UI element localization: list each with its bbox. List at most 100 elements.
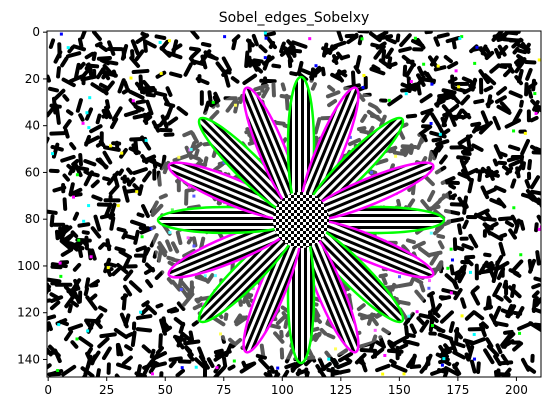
texture [476, 361, 481, 374]
texture [432, 224, 444, 236]
texture [510, 259, 524, 273]
texture [105, 238, 112, 252]
texture [477, 171, 483, 182]
texture [470, 290, 481, 306]
texture [531, 283, 541, 290]
texture [404, 325, 409, 337]
texture [155, 303, 164, 309]
texture [60, 224, 67, 234]
texture [337, 69, 348, 78]
texture [359, 348, 377, 353]
texture [535, 250, 541, 266]
texture [355, 55, 362, 69]
texture [47, 74, 51, 83]
texture [77, 238, 81, 242]
texture [135, 33, 150, 44]
texture [529, 115, 539, 123]
texture [378, 335, 386, 349]
axes-frame [46, 30, 542, 378]
texture [441, 104, 451, 115]
texture [108, 262, 118, 268]
texture [427, 189, 436, 203]
texture [101, 346, 112, 361]
texture [119, 147, 128, 159]
texture [387, 148, 397, 154]
texture [200, 41, 212, 48]
texture [180, 366, 184, 370]
texture [308, 37, 312, 41]
texture [531, 78, 537, 92]
texture [139, 310, 143, 314]
texture [537, 227, 541, 231]
texture [402, 64, 408, 77]
texture [141, 79, 151, 90]
texture [431, 324, 445, 334]
texture [430, 82, 434, 86]
texture [390, 282, 397, 292]
texture [158, 193, 168, 200]
texture [436, 144, 444, 153]
texture [123, 313, 131, 327]
texture [527, 88, 534, 99]
texture [512, 129, 516, 133]
texture [263, 31, 267, 35]
texture [379, 114, 387, 128]
texture [263, 56, 267, 60]
texture [479, 268, 493, 275]
texture [177, 155, 181, 159]
texture [289, 48, 303, 54]
texture [136, 212, 145, 218]
texture [531, 290, 540, 299]
texture [213, 365, 227, 377]
texture [215, 61, 227, 74]
texture [89, 255, 93, 259]
texture [77, 37, 84, 48]
texture [62, 94, 70, 102]
texture [493, 354, 503, 367]
texture [130, 219, 147, 228]
texture [381, 327, 392, 336]
texture [423, 353, 433, 371]
texture [176, 106, 189, 116]
texture [527, 158, 532, 171]
texture [68, 187, 83, 197]
texture [147, 353, 159, 367]
texture [158, 333, 163, 350]
texture [144, 40, 157, 49]
texture [297, 60, 304, 75]
texture [536, 197, 541, 209]
texture [356, 126, 367, 132]
texture [156, 170, 162, 187]
texture [149, 348, 156, 359]
texture [495, 343, 503, 355]
texture [454, 69, 458, 73]
texture [160, 319, 170, 329]
y-tick-label: 0 [32, 25, 40, 39]
texture [534, 111, 538, 115]
texture [47, 103, 58, 118]
texture [141, 248, 148, 264]
texture [88, 293, 98, 302]
texture [102, 150, 113, 165]
texture [66, 163, 76, 173]
texture [373, 44, 386, 60]
texture [531, 298, 537, 313]
texture [375, 41, 387, 50]
texture [225, 97, 238, 113]
texture [80, 74, 97, 82]
texture [440, 116, 447, 128]
texture [186, 236, 190, 240]
texture [485, 168, 494, 174]
texture [442, 370, 449, 377]
texture [405, 113, 418, 119]
texture [227, 364, 236, 371]
texture [271, 63, 282, 69]
texture [443, 208, 461, 216]
texture [309, 68, 322, 80]
texture [123, 269, 134, 282]
texture [482, 216, 497, 222]
texture [439, 154, 448, 165]
texture [184, 145, 194, 160]
texture [59, 274, 63, 278]
texture [106, 266, 110, 270]
